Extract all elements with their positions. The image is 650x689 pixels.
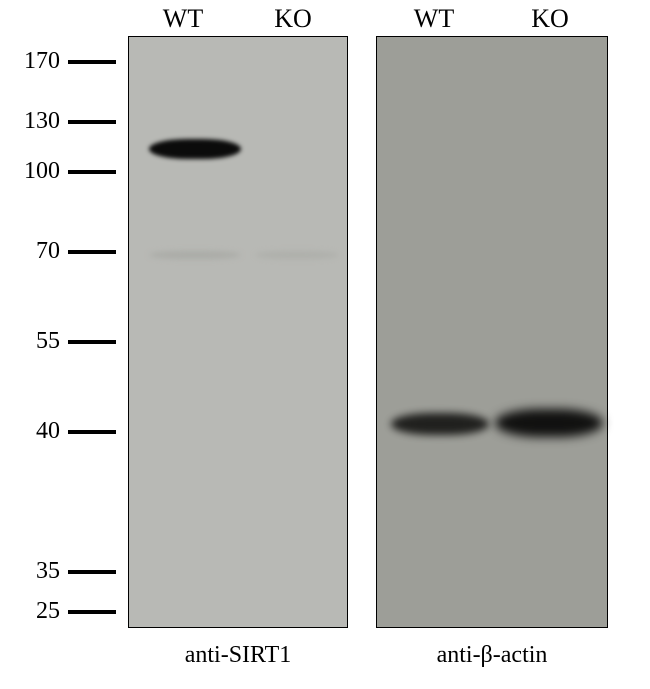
blot-panel-actin bbox=[376, 36, 608, 628]
mw-tick bbox=[68, 570, 116, 574]
mw-marker-130: 130 bbox=[10, 108, 60, 135]
mw-tick bbox=[68, 60, 116, 64]
blot-panel-sirt1 bbox=[128, 36, 348, 628]
mw-tick bbox=[68, 120, 116, 124]
lane-label-ko-actin: KO bbox=[525, 4, 575, 34]
lane-label-ko-sirt1: KO bbox=[268, 4, 318, 34]
lane-label-wt-sirt1: WT bbox=[158, 4, 208, 34]
mw-marker-25: 25 bbox=[10, 598, 60, 625]
western-blot-figure: 170 130 100 70 55 40 35 25 WT KO WT KO a… bbox=[0, 0, 650, 689]
mw-tick bbox=[68, 170, 116, 174]
mw-marker-100: 100 bbox=[10, 158, 60, 185]
mw-marker-55: 55 bbox=[10, 328, 60, 355]
band-faint-wt bbox=[149, 251, 241, 259]
mw-tick bbox=[68, 340, 116, 344]
mw-marker-70: 70 bbox=[10, 238, 60, 265]
mw-tick bbox=[68, 610, 116, 614]
mw-marker-35: 35 bbox=[10, 558, 60, 585]
caption-actin: anti-β-actin bbox=[376, 642, 608, 669]
mw-marker-40: 40 bbox=[10, 418, 60, 445]
mw-tick bbox=[68, 430, 116, 434]
band-actin-ko bbox=[495, 409, 603, 437]
band-faint-ko bbox=[255, 251, 339, 259]
band-sirt1-wt bbox=[149, 139, 241, 159]
lane-label-wt-actin: WT bbox=[409, 4, 459, 34]
mw-marker-170: 170 bbox=[10, 48, 60, 75]
band-actin-wt bbox=[391, 413, 489, 435]
caption-sirt1: anti-SIRT1 bbox=[128, 642, 348, 669]
mw-tick bbox=[68, 250, 116, 254]
